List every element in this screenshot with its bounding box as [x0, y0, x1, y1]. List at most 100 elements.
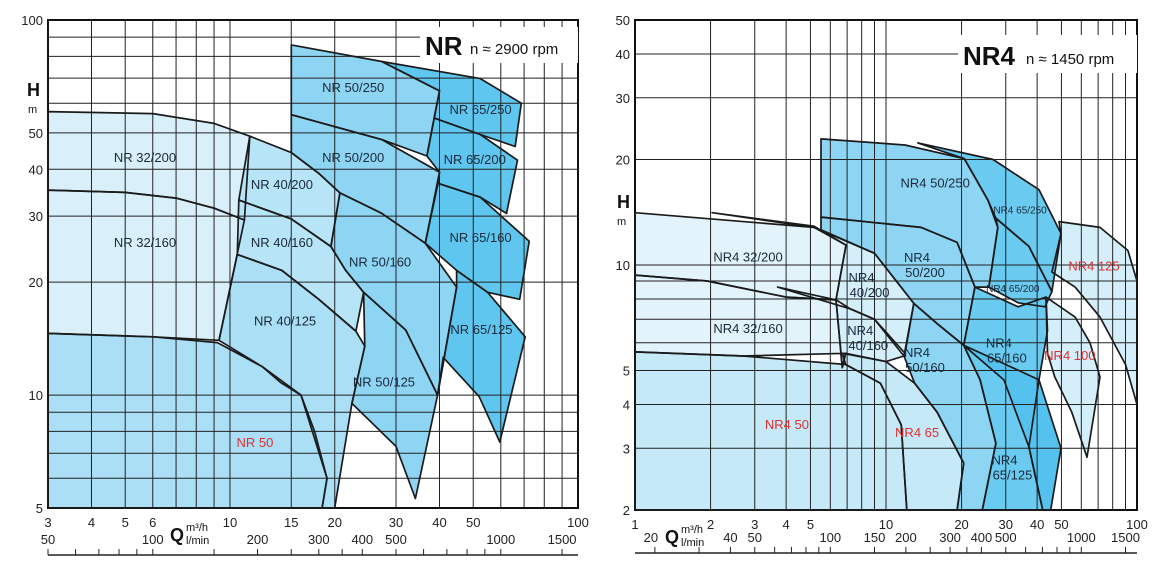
region-label: NR 32/200 — [114, 150, 176, 165]
y-tick-label: 40 — [29, 162, 43, 177]
region-fill-nr4-50-160 — [904, 303, 996, 510]
region-outline — [47, 332, 328, 509]
region-fill-nr-40-125 — [219, 254, 365, 508]
region-label: NR4 65/250 — [993, 205, 1047, 216]
x-tick-label: 10 — [879, 517, 893, 532]
region-fill-nr4-40-200 — [712, 212, 914, 354]
region-label: NR4 50 — [765, 417, 809, 432]
x2-tick-label: 1000 — [1067, 530, 1096, 545]
chart-subtitle: n ≈ 2900 rpm — [470, 41, 558, 58]
x2-axis-unit: l/min — [681, 537, 704, 549]
region-label: NR 50/250 — [322, 80, 384, 95]
y-tick-label: 30 — [616, 91, 630, 106]
x2-tick-label: 400 — [351, 532, 373, 547]
region-label: NR4 32/160 — [713, 321, 782, 336]
x2-tick-label: 1500 — [1111, 530, 1140, 545]
region-label: NR 40/200 — [251, 177, 313, 192]
region-label: NR4 65/125 — [991, 453, 1032, 483]
chart-title: NR4 — [963, 41, 1016, 71]
x-tick-label: 3 — [751, 517, 758, 532]
x-tick-label: 30 — [999, 517, 1013, 532]
x2-axis-unit: l/min — [186, 535, 209, 547]
region-label: NR 32/160 — [114, 235, 176, 250]
region-outline — [424, 182, 531, 301]
x2-tick-label: 1000 — [486, 532, 515, 547]
x-tick-label: 5 — [807, 517, 814, 532]
region-label: NR4 100 — [1044, 348, 1095, 363]
title-box — [958, 35, 1137, 73]
x2-tick-label: 400 — [971, 530, 993, 545]
region-outline — [1045, 296, 1101, 459]
region-fill-nr-32-200 — [48, 111, 250, 220]
x-tick-label: 40 — [432, 515, 446, 530]
x-tick-label: 100 — [567, 515, 589, 530]
nr4-chart: NR4 40/200 NR4 40/160 NR4 32/200 NR4 32/160 NR… — [616, 13, 1148, 554]
x2-tick-label: 40 — [723, 530, 737, 545]
y-tick-label: 100 — [21, 13, 43, 28]
x2-tick-label: 300 — [939, 530, 961, 545]
region-label: NR4 65 — [895, 425, 939, 440]
x2-tick-label: 100 — [142, 532, 164, 547]
region-label: NR4 65/200 — [986, 284, 1040, 295]
region-fill-nr-65-200 — [426, 118, 518, 214]
region-fill-nr4-32-200 — [635, 212, 846, 300]
region-fill-nr-65-160 — [425, 183, 530, 300]
x-axis-unit: m³/h — [186, 522, 208, 534]
region-fill-nr4-50 — [635, 351, 907, 510]
region-outline — [436, 269, 527, 443]
region-label: NR 50/200 — [322, 150, 384, 165]
x-tick-label: 30 — [389, 515, 403, 530]
region-outlines — [634, 138, 1138, 511]
region-outline — [1051, 220, 1138, 406]
x2-tick-label: 200 — [247, 532, 269, 547]
region-fill-nr4-40-160 — [777, 287, 904, 368]
region-outline — [380, 60, 523, 148]
y-tick-label: 50 — [616, 13, 630, 28]
title-box — [420, 27, 578, 63]
y-tick-label: 30 — [29, 209, 43, 224]
y-axis-label: H — [617, 192, 630, 212]
region-label: NR 65/125 — [450, 322, 512, 337]
region-fill-nr-50 — [48, 333, 327, 508]
region-fill-nr4-65-250 — [917, 142, 1061, 292]
x-tick-label: 50 — [1054, 517, 1068, 532]
y-tick-label: 10 — [29, 388, 43, 403]
region-label: NR 50/160 — [349, 254, 411, 269]
x2-tick-label: 50 — [748, 530, 762, 545]
y-axis-unit: m — [28, 104, 37, 116]
region-outline — [351, 291, 439, 500]
y-tick-label: 4 — [623, 397, 630, 412]
x-tick-label: 100 — [1126, 517, 1148, 532]
x-tick-label: 2 — [707, 517, 714, 532]
x-tick-label: 4 — [782, 517, 789, 532]
x-tick-label: 20 — [328, 515, 342, 530]
x2-tick-label: 200 — [895, 530, 917, 545]
region-fill-nr-50-200 — [291, 114, 440, 244]
x-tick-label: 40 — [1030, 517, 1044, 532]
x-tick-label: 15 — [284, 515, 298, 530]
chart-title: NR — [425, 31, 463, 61]
region-label: NR4 50/250 — [900, 175, 969, 190]
x-tick-label: 4 — [88, 515, 95, 530]
region-label: NR4 125 — [1068, 259, 1119, 274]
region-outlines — [47, 44, 531, 509]
x-axis-label: Q — [170, 525, 184, 545]
x-tick-label: 6 — [149, 515, 156, 530]
x2-tick-label: 500 — [385, 532, 407, 547]
region-label: NR4 50/200 — [904, 250, 945, 280]
region-label: NR4 40/200 — [849, 270, 890, 300]
region-fill-nr4-65 — [842, 353, 964, 510]
x2-tick-label: 1500 — [548, 532, 577, 547]
nr-chart: NR 32/200 NR 32/160 NR 40/200 NR 40/160 NR 4… — [21, 13, 589, 556]
y-axis-unit: m — [617, 216, 626, 228]
y-axis-label: H — [27, 80, 40, 100]
region-label: NR 65/200 — [444, 152, 506, 167]
y-tick-label: 20 — [616, 152, 630, 167]
region-fill-nr-40-160 — [237, 200, 364, 332]
x-tick-label: 1 — [631, 517, 638, 532]
region-label: NR 50/125 — [353, 375, 415, 390]
region-label: NR 50 — [237, 435, 274, 450]
region-fill-nr-40-200 — [238, 136, 340, 247]
x-tick-label: 20 — [954, 517, 968, 532]
y-tick-label: 5 — [623, 364, 630, 379]
